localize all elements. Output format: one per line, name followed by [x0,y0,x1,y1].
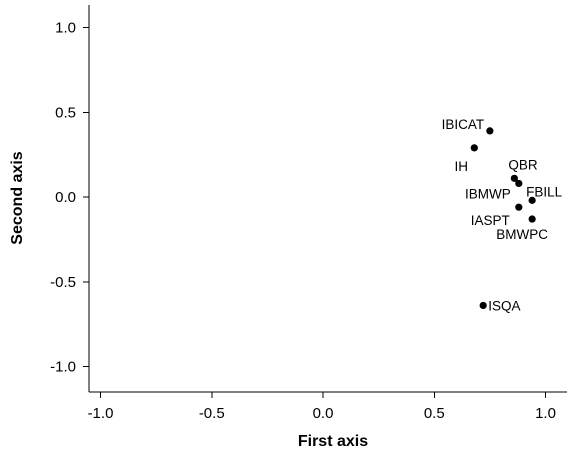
data-point [528,196,536,204]
x-tick-label: 0.0 [313,405,334,422]
x-tick-label: -1.0 [88,405,114,422]
x-axis-title: First axis [298,433,368,450]
point-label: IBMWP [465,186,511,201]
y-tick-label: 0.0 [55,189,76,206]
y-tick-label: -1.0 [50,359,76,376]
data-point [510,174,518,182]
point-label: IBICAT [442,117,485,132]
point-label: BMWPC [496,227,548,242]
y-axis-title: Second axis [9,151,26,244]
x-ticks: -1.0 -0.5 0.0 0.5 1.0 [88,392,556,422]
x-tick-label: 1.0 [535,405,556,422]
data-point [479,301,487,310]
data-point [515,203,523,211]
y-tick-label: 1.0 [55,20,76,37]
point-label: FBILL [526,184,563,199]
y-ticks: -1.0 -0.5 0.0 0.5 1.0 [50,20,89,376]
y-tick-label: -0.5 [50,274,76,291]
data-point [515,179,523,188]
axes [88,5,567,393]
data-point [486,127,494,135]
data-point [470,144,478,152]
point-label: ISQA [488,298,520,313]
point-label: IASPT [471,213,510,228]
point-label: IH [455,159,469,174]
data-point [528,215,536,223]
x-tick-label: 0.5 [424,405,445,422]
point-label: QBR [508,157,538,172]
y-tick-label: 0.5 [55,104,76,121]
x-tick-label: -0.5 [199,405,225,422]
